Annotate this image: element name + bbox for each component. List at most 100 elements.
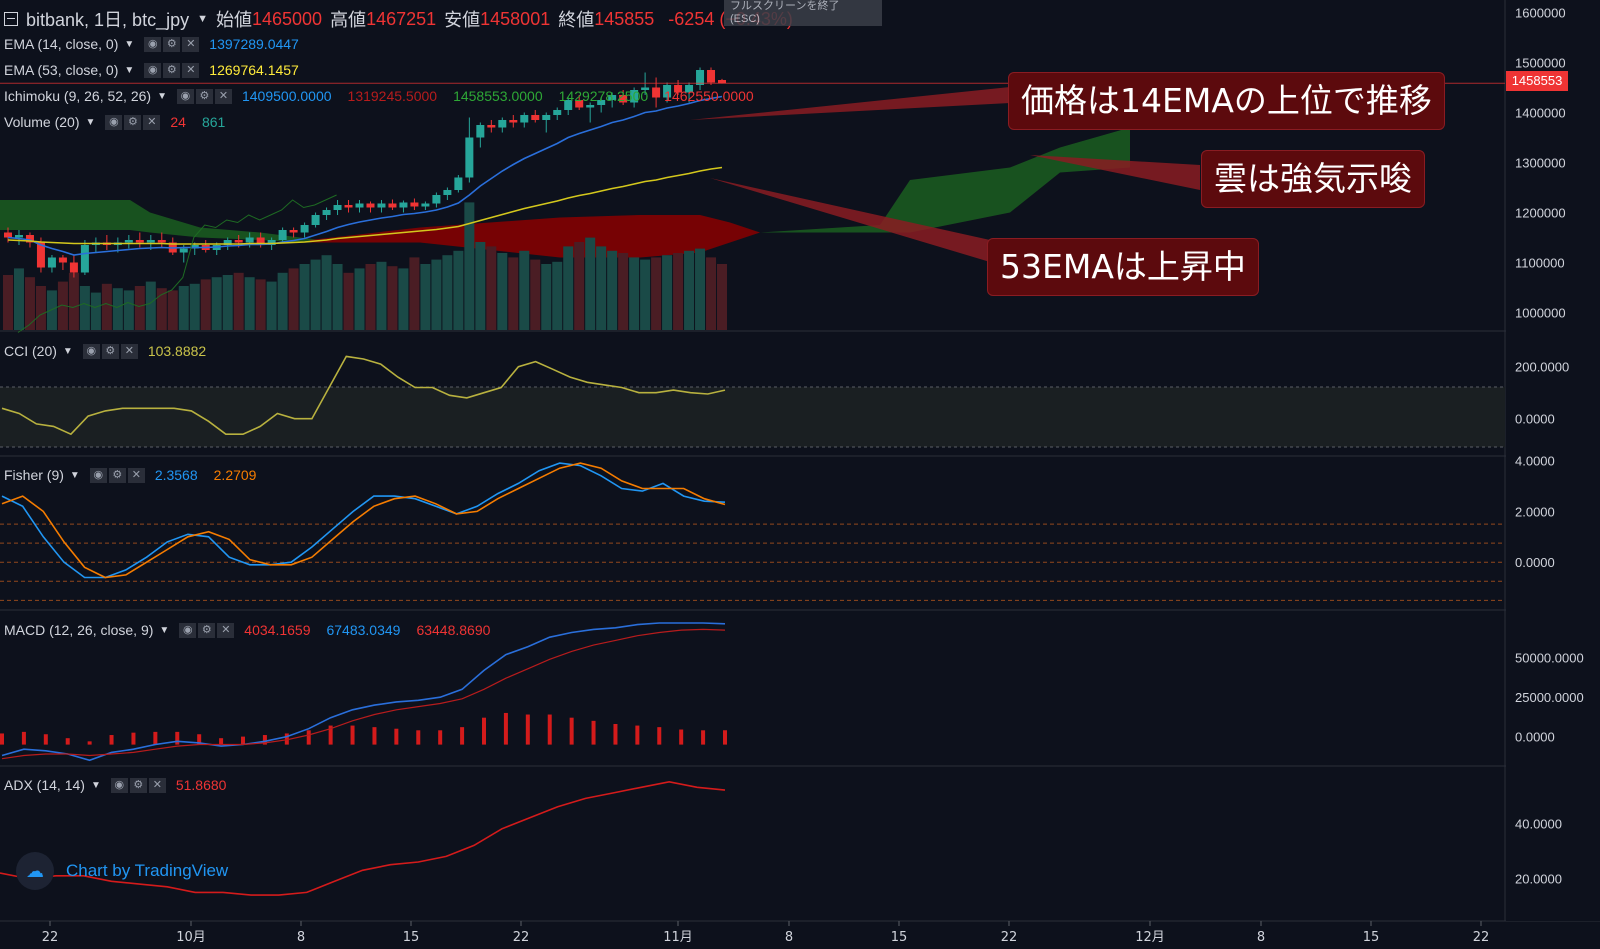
chevron-down-icon[interactable]: ▼: [159, 624, 170, 636]
y-tick-label: 1400000: [1515, 106, 1566, 121]
ichimoku-cloud: [0, 127, 1130, 258]
legend-value: 861: [201, 114, 226, 130]
close-icon[interactable]: ✕: [148, 777, 166, 793]
close-icon[interactable]: ✕: [214, 88, 232, 104]
volume-bar: [321, 255, 332, 330]
eye-icon[interactable]: ◉: [144, 36, 162, 52]
gear-icon[interactable]: ⚙: [129, 777, 147, 793]
y-tick-label: 1100000: [1515, 256, 1565, 271]
gear-icon[interactable]: ⚙: [108, 467, 126, 483]
x-tick-label: 8: [297, 930, 305, 945]
legend-volume: Volume (20) ▼ ◉ ⚙ ✕ 24 861: [4, 114, 235, 130]
close-icon[interactable]: ✕: [120, 343, 138, 359]
close-icon[interactable]: ✕: [143, 114, 161, 130]
candle-body: [300, 225, 309, 233]
minus-square-icon[interactable]: [4, 12, 18, 26]
gear-icon[interactable]: ⚙: [198, 622, 216, 638]
macd-histogram-bar: [306, 730, 311, 745]
volume-bar: [409, 257, 420, 330]
chevron-down-icon[interactable]: ▼: [124, 38, 135, 50]
close-icon[interactable]: ✕: [182, 36, 200, 52]
chevron-down-icon[interactable]: ▼: [85, 116, 96, 128]
legend-name[interactable]: CCI (20): [4, 343, 57, 359]
candle-body: [58, 257, 67, 263]
eye-icon[interactable]: ◉: [105, 114, 123, 130]
legend-name[interactable]: Fisher (9): [4, 467, 64, 483]
volume-bar: [123, 290, 134, 330]
volume-bar: [651, 257, 662, 330]
gear-icon[interactable]: ⚙: [163, 62, 181, 78]
candle-body: [234, 240, 243, 243]
candle-body: [278, 230, 287, 240]
exit-fullscreen-button[interactable]: フルスクリーンを終了 (ESC): [724, 0, 882, 26]
macd-histogram-bar: [547, 714, 552, 745]
macd-histogram-bar: [394, 728, 399, 745]
macd-histogram-bar: [482, 717, 486, 745]
low-value: 1458001: [480, 8, 551, 29]
exit-fullscreen-label: フルスクリーンを終了: [730, 0, 840, 12]
gear-icon[interactable]: ⚙: [163, 36, 181, 52]
eye-icon[interactable]: ◉: [144, 62, 162, 78]
legend-name[interactable]: EMA (14, close, 0): [4, 36, 119, 52]
legend-name[interactable]: MACD (12, 26, close, 9): [4, 622, 154, 638]
chevron-down-icon[interactable]: ▼: [62, 345, 73, 357]
volume-bar: [35, 286, 46, 330]
macd-histogram-bar: [701, 730, 706, 745]
eye-icon[interactable]: ◉: [179, 622, 197, 638]
eye-icon[interactable]: ◉: [176, 88, 194, 104]
chevron-down-icon[interactable]: ▼: [69, 469, 80, 481]
candle-body: [146, 240, 155, 243]
time-axis[interactable]: 22 10月 8 15 22 11月 8 15 22 12月 8 15 22: [42, 921, 1490, 945]
volume-bar: [387, 266, 398, 330]
macd-histogram-bar: [460, 727, 465, 745]
legend-value: 2.2709: [213, 467, 257, 483]
volume-bar: [211, 277, 222, 330]
legend-name[interactable]: Volume (20): [4, 114, 80, 130]
close-icon[interactable]: ✕: [127, 467, 145, 483]
eye-icon[interactable]: ◉: [89, 467, 107, 483]
close-icon[interactable]: ✕: [217, 622, 235, 638]
high-label: 高値: [330, 10, 367, 30]
candle-body: [124, 240, 133, 243]
axis-background: [1506, 0, 1600, 921]
volume-bar: [574, 242, 585, 330]
volume-bar: [530, 259, 541, 330]
candle-body: [454, 177, 463, 190]
chevron-down-icon[interactable]: ▼: [124, 64, 135, 76]
tradingview-cloud-icon: ☁: [16, 852, 54, 890]
gear-icon[interactable]: ⚙: [101, 343, 119, 359]
legend-name[interactable]: ADX (14, 14): [4, 777, 85, 793]
legend-name[interactable]: Ichimoku (9, 26, 52, 26): [4, 88, 152, 104]
macd-histogram-bar: [438, 730, 443, 745]
y-tick-label: 25000.0000: [1515, 690, 1584, 705]
macd-histogram-bar: [350, 725, 355, 745]
macd-signal-line: [1, 628, 726, 760]
candle-body: [410, 202, 419, 207]
eye-icon[interactable]: ◉: [110, 777, 128, 793]
candle-body: [509, 120, 518, 123]
chevron-down-icon[interactable]: ▼: [197, 13, 208, 25]
gear-icon[interactable]: ⚙: [124, 114, 142, 130]
legend-name[interactable]: EMA (53, close, 0): [4, 62, 119, 78]
candle-body: [80, 245, 89, 273]
x-tick-label: 22: [1473, 930, 1490, 945]
volume-bar: [46, 290, 57, 330]
chevron-down-icon[interactable]: ▼: [90, 779, 101, 791]
gear-icon[interactable]: ⚙: [195, 88, 213, 104]
volume-bar: [24, 277, 35, 330]
chevron-down-icon[interactable]: ▼: [157, 90, 167, 102]
fisher-trigger-line: [1, 462, 726, 579]
legend-value: 2.3568: [154, 467, 198, 483]
eye-icon[interactable]: ◉: [82, 343, 100, 359]
legend-ema14: EMA (14, close, 0) ▼ ◉ ⚙ ✕ 1397289.0447: [4, 36, 309, 52]
symbol-name[interactable]: bitbank, 1日, btc_jpy: [26, 10, 190, 30]
close-icon[interactable]: ✕: [182, 62, 200, 78]
candle-body: [377, 203, 386, 208]
x-tick-label: 10月: [176, 930, 206, 945]
adx-line: [0, 780, 726, 896]
price-axis[interactable]: 1600000 1500000 1400000 1300000 1200000 11000…: [1506, 0, 1600, 921]
tradingview-watermark[interactable]: ☁ Chart by TradingView: [16, 852, 228, 890]
macd-histogram-bar: [328, 725, 333, 745]
volume-bar: [90, 292, 101, 330]
